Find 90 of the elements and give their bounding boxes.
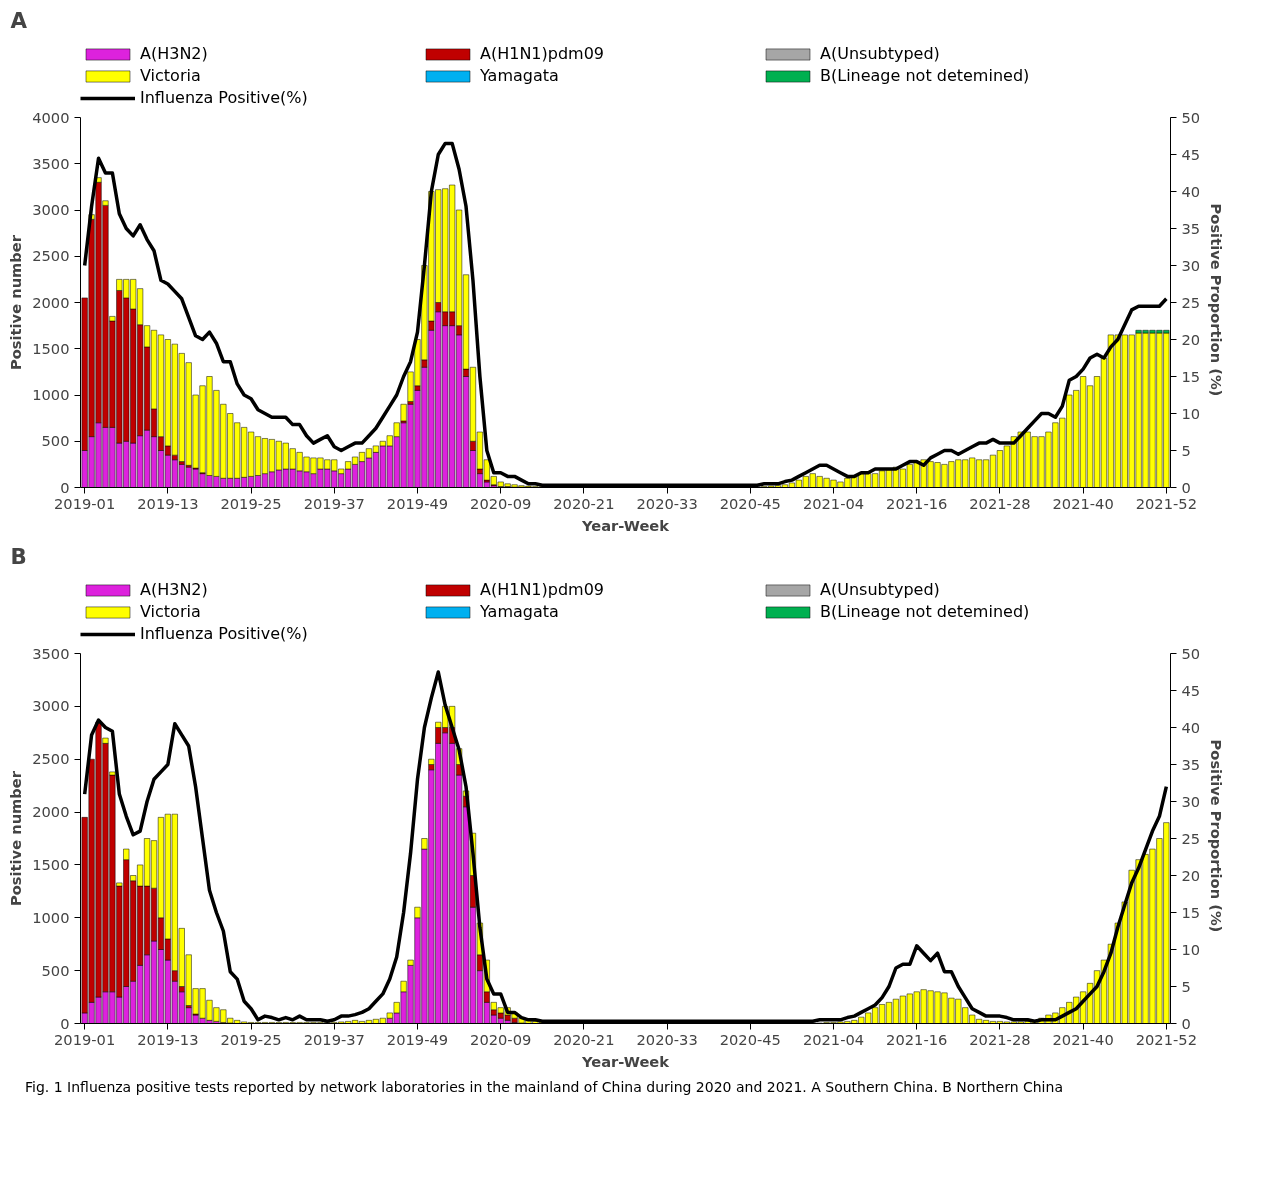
x-tick-label: 2020-21 [553, 1030, 615, 1048]
legend-label: Yamagata [480, 602, 560, 621]
y2-tick-label: 0 [1181, 1014, 1191, 1032]
y-tick-label: 2500 [32, 750, 70, 768]
y2-tick-label: 25 [1181, 829, 1201, 847]
y-tick-label: 0 [60, 478, 70, 496]
y-tick-label: 1500 [32, 855, 70, 873]
y-tick-label: 3500 [32, 154, 70, 172]
y2-axis-title: Positive Proportion (%) [1208, 739, 1226, 933]
y2-tick-label: 25 [1181, 293, 1201, 311]
y-tick-label: 3500 [32, 644, 70, 662]
x-tick-label: 2021-28 [969, 494, 1031, 512]
caption: Fig. 1 Influenza positive tests reported by network laboratories in the mainland of China during 2020 and 2021. A Southern China. B Northern China [25, 1078, 1063, 1097]
y2-tick-label: 5 [1181, 977, 1191, 995]
legend-label: Yamagata [480, 66, 560, 85]
y2-tick-label: 5 [1181, 441, 1191, 459]
y-tick-label: 4000 [32, 108, 70, 126]
y2-tick-label: 10 [1181, 404, 1201, 422]
y2-tick-label: 0 [1181, 478, 1191, 496]
y2-tick-label: 15 [1181, 903, 1201, 921]
y2-tick-label: 50 [1181, 108, 1201, 126]
x-tick-label: 2019-37 [303, 494, 365, 512]
legend-label: B(Lineage not detemined) [820, 602, 1031, 621]
y-tick-label: 2500 [32, 247, 70, 265]
y-axis-title: Positive number [7, 234, 25, 370]
y2-tick-label: 45 [1181, 681, 1201, 699]
y2-tick-label: 40 [1181, 182, 1201, 200]
x-tick-label: 2019-01 [54, 494, 116, 512]
y2-tick-label: 45 [1181, 145, 1201, 163]
y-tick-label: 1000 [32, 386, 70, 403]
y2-tick-label: 15 [1181, 367, 1201, 385]
legend-label: A(H3N2) [140, 44, 209, 63]
legend-label: A(H3N2) [140, 580, 209, 599]
x-tick-label: 2021-52 [1135, 494, 1197, 512]
x-axis-title: Year-Week [580, 516, 671, 534]
x-axis-title: Year-Week [580, 1052, 671, 1070]
y2-tick-label: 20 [1181, 330, 1201, 348]
x-tick-label: 2021-40 [1052, 494, 1114, 512]
legend-label: A(H1N1)pdm09 [480, 580, 606, 599]
y-tick-label: 2000 [32, 803, 70, 821]
y2-tick-label: 30 [1181, 256, 1201, 274]
legend-label: B(Lineage not detemined) [820, 66, 1031, 85]
y-tick-label: 1000 [32, 908, 70, 926]
x-tick-label: 2019-13 [137, 494, 199, 512]
y2-tick-label: 30 [1181, 792, 1201, 810]
legend-label: A(H1N1)pdm09 [480, 44, 606, 63]
x-tick-label: 2020-33 [636, 1030, 698, 1048]
x-tick-label: 2019-49 [386, 1030, 449, 1048]
y-axis-title: Positive number [7, 770, 25, 906]
x-tick-label: 2019-25 [220, 494, 282, 512]
y2-tick-label: 40 [1181, 718, 1201, 736]
x-tick-label: 2020-09 [470, 494, 532, 512]
x-tick-label: 2019-25 [220, 1030, 282, 1048]
x-tick-label: 2021-40 [1052, 1030, 1114, 1048]
y2-axis-title: Positive Proportion (%) [1208, 203, 1226, 397]
y2-tick-label: 20 [1181, 866, 1201, 884]
x-tick-label: 2021-04 [802, 1030, 865, 1048]
y2-tick-label: 50 [1181, 644, 1201, 662]
x-tick-label: 2019-49 [386, 494, 449, 512]
x-tick-label: 2021-16 [886, 1030, 948, 1048]
y2-tick-label: 10 [1181, 940, 1201, 958]
legend-label: Victoria [140, 602, 202, 621]
legend-label: A(Unsubtyped) [820, 44, 941, 63]
y-tick-label: 500 [41, 432, 70, 450]
y-tick-label: 0 [60, 1014, 70, 1032]
y-tick-label: 1500 [32, 339, 70, 357]
y-tick-label: 3000 [32, 201, 70, 218]
x-tick-label: 2020-33 [636, 494, 698, 512]
legend-label: A(Unsubtyped) [820, 580, 941, 599]
chart-title: B [10, 543, 27, 569]
x-tick-label: 2019-01 [54, 1030, 116, 1048]
x-tick-label: 2020-45 [719, 494, 781, 512]
chart-title: A [10, 7, 28, 33]
y2-tick-label: 35 [1181, 755, 1201, 773]
x-tick-label: 2021-04 [802, 494, 865, 512]
x-tick-label: 2021-16 [886, 494, 948, 512]
x-tick-label: 2020-21 [553, 494, 615, 512]
x-tick-label: 2019-13 [137, 1030, 199, 1048]
x-tick-label: 2021-28 [969, 1030, 1031, 1048]
y-tick-label: 2000 [32, 293, 70, 311]
legend-label: Victoria [140, 66, 202, 85]
x-tick-label: 2020-09 [470, 1030, 532, 1048]
x-tick-label: 2020-45 [719, 1030, 781, 1048]
legend-label: Influenza Positive(%) [140, 624, 309, 643]
x-tick-label: 2021-52 [1135, 1030, 1197, 1048]
legend-label: Influenza Positive(%) [140, 88, 309, 107]
y-tick-label: 500 [41, 961, 70, 979]
y-tick-label: 3000 [32, 697, 70, 715]
y2-tick-label: 35 [1181, 219, 1201, 237]
x-tick-label: 2019-37 [303, 1030, 365, 1048]
